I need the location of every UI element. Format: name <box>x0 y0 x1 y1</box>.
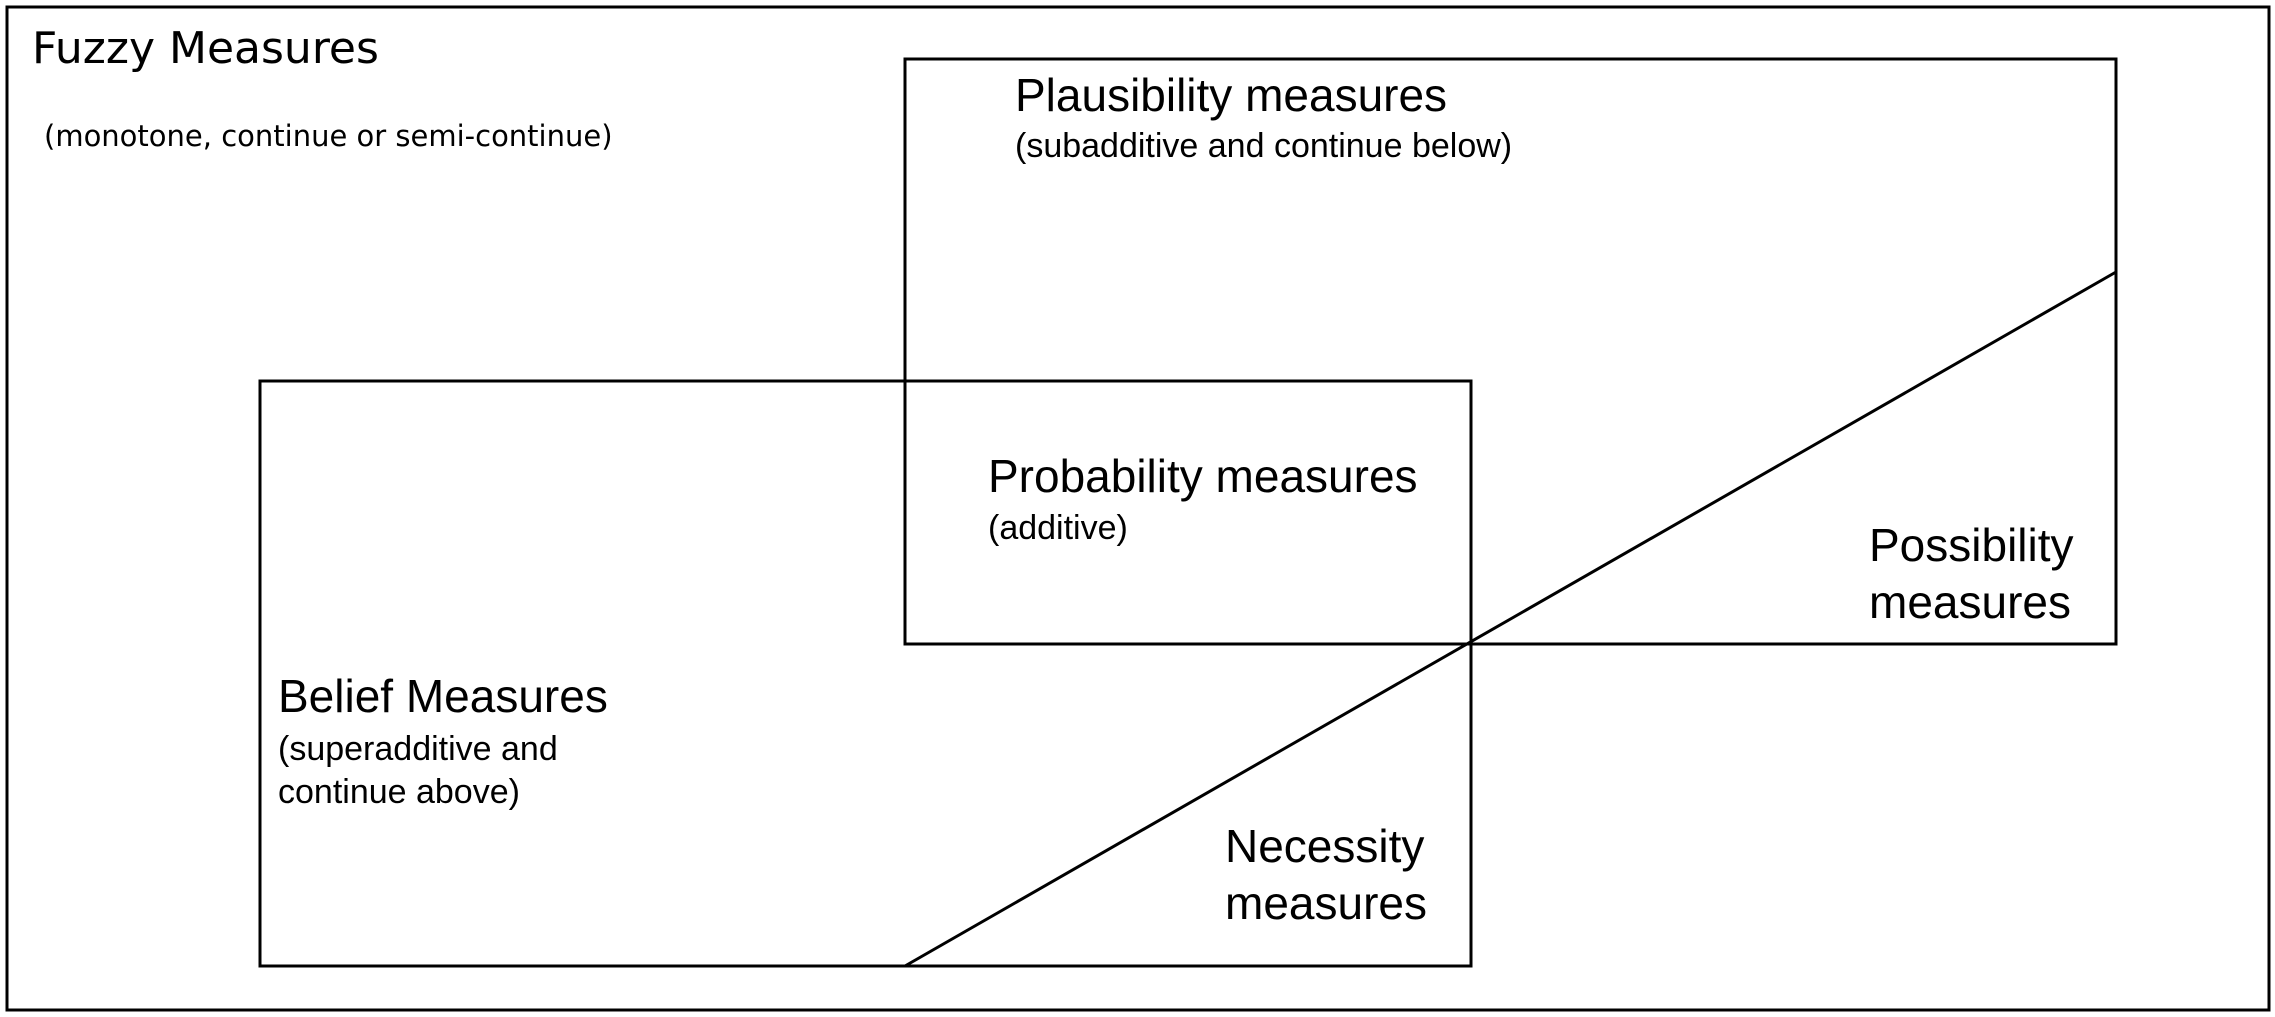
probability-measures-title: Probability measures <box>988 450 1418 502</box>
belief-measures-title: Belief Measures <box>278 670 608 722</box>
necessity-measures-label: Necessity measures <box>1225 818 1427 931</box>
fuzzy-measures-subtitle: (monotone, continue or semi-continue) <box>44 119 613 153</box>
plausibility-measures-title: Plausibility measures <box>1015 69 1448 121</box>
belief-subtitle-line-2: continue above) <box>278 773 520 812</box>
possibility-label-line-1: Possibility <box>1869 519 2074 571</box>
probability-measures-subtitle: (additive) <box>988 509 1128 547</box>
necessity-label-line-1: Necessity <box>1225 820 1425 872</box>
plausibility-measures-box <box>903 57 2118 646</box>
fuzzy-measures-title: Fuzzy Measures <box>32 23 379 74</box>
possibility-label-line-2: measures <box>1869 575 2071 628</box>
fuzzy-measures-box <box>5 5 2271 1012</box>
plausibility-measures-subtitle: (subadditive and continue below) <box>1015 127 1513 165</box>
possibility-measures-label: Possibility measures <box>1869 517 2074 630</box>
necessity-label-line-2: measures <box>1225 876 1427 929</box>
possibility-necessity-divider <box>904 270 2117 968</box>
belief-measures-subtitle: (superadditive and continue above) <box>278 728 558 814</box>
belief-measures-box <box>258 379 1473 968</box>
belief-subtitle-line-1: (superadditive and <box>278 730 558 768</box>
